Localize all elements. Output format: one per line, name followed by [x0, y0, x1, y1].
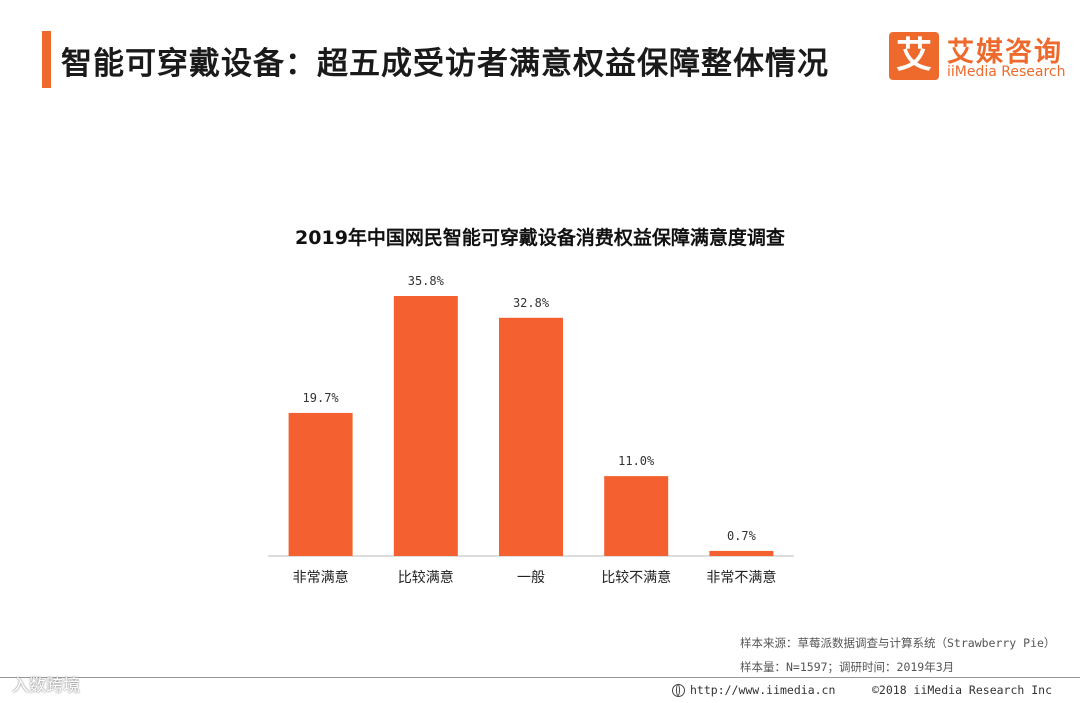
footer-divider [0, 677, 1080, 678]
data-label-0: 19.7% [303, 391, 340, 405]
source-note: 样本来源：草莓派数据调查与计算系统（Strawberry Pie） [740, 636, 1056, 650]
globe-icon [672, 684, 685, 697]
title-accent-bar [42, 31, 51, 88]
bar-4 [709, 550, 774, 556]
data-label-2: 32.8% [513, 296, 550, 310]
bar-2 [499, 317, 563, 556]
data-label-4: 0.7% [727, 529, 757, 543]
sample-note: 样本量：N=1597；调研时间：2019年3月 [740, 660, 955, 674]
chart-title: 2019年中国网民智能可穿戴设备消费权益保障满意度调查 [295, 227, 785, 249]
logo-cn-text: 艾媒咨询 [947, 37, 1063, 68]
category-label-0: 非常满意 [293, 569, 349, 586]
page-title: 智能可穿戴设备：超五成受访者满意权益保障整体情况 [61, 46, 829, 82]
category-label-4: 非常不满意 [706, 569, 776, 586]
footer-url-text: http://www.iimedia.cn [690, 683, 836, 697]
logo-en-text: iiMedia Research [947, 64, 1066, 80]
footer-copyright: ©2018 iiMedia Research Inc [872, 683, 1053, 697]
data-label-3: 11.0% [618, 454, 655, 468]
bar-3 [604, 476, 669, 556]
logo-mark: 艾 [889, 32, 939, 80]
bar-0 [288, 412, 353, 556]
data-label-1: 35.8% [408, 274, 445, 288]
category-label-3: 比较不满意 [601, 569, 671, 586]
bar-1 [393, 296, 458, 556]
iimedia-logo: 艾 艾媒咨询 iiMedia Research [889, 30, 1069, 86]
category-label-1: 比较满意 [398, 569, 454, 586]
watermark: 入数跨境 [12, 676, 80, 696]
category-label-2: 一般 [517, 570, 545, 586]
footer-url[interactable]: http://www.iimedia.cn [672, 683, 835, 697]
